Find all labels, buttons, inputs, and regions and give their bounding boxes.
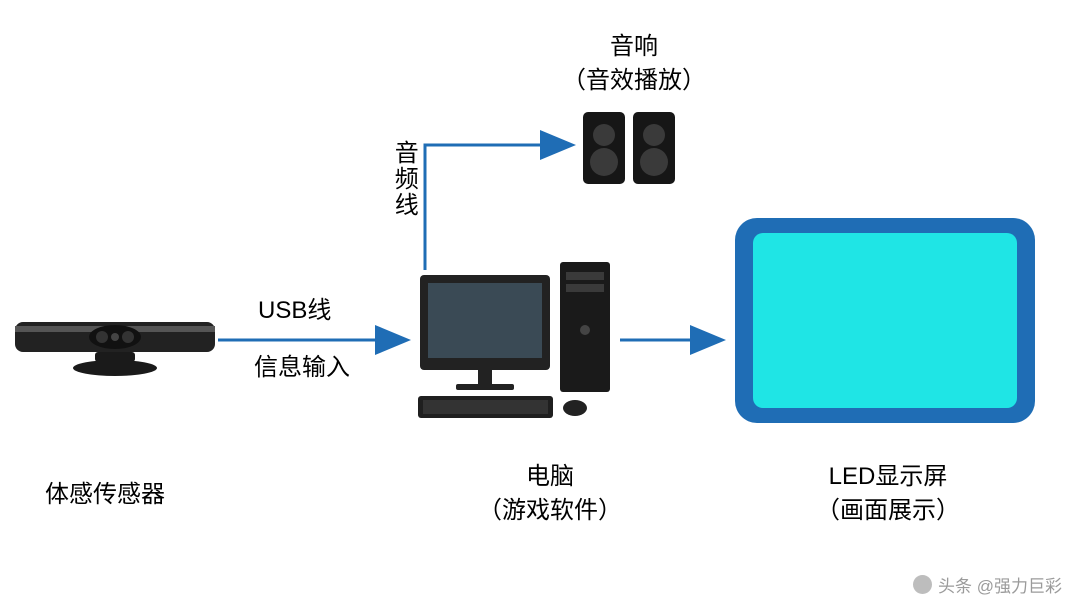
speakers-label-main: 音响	[610, 33, 658, 60]
sensor-icon	[15, 322, 215, 376]
computer-label: 电脑 （游戏软件）	[465, 460, 635, 527]
speakers-label: 音响 （音效播放）	[549, 30, 719, 97]
edge-audio-label: 音频线	[388, 140, 419, 218]
arrow-pc-to-speakers	[425, 145, 570, 270]
computer-label-main: 电脑	[526, 463, 574, 490]
computer-label-sub: （游戏软件）	[478, 497, 622, 524]
led-screen-icon	[735, 218, 1035, 423]
speakers-label-sub: （音效播放）	[562, 67, 706, 94]
watermark: 头条 @强力巨彩	[913, 572, 1062, 597]
edge-usb-label: USB线	[258, 295, 331, 326]
led-label-sub: （画面展示）	[816, 497, 960, 524]
led-label: LED显示屏 （画面展示）	[803, 460, 973, 527]
watermark-icon	[913, 575, 932, 594]
edge-input-label: 信息输入	[254, 352, 350, 383]
speakers-icon	[583, 112, 675, 184]
watermark-text: 头条 @强力巨彩	[938, 572, 1062, 597]
led-label-main: LED显示屏	[829, 463, 948, 490]
computer-icon	[418, 262, 610, 418]
sensor-label: 体感传感器	[45, 478, 165, 512]
